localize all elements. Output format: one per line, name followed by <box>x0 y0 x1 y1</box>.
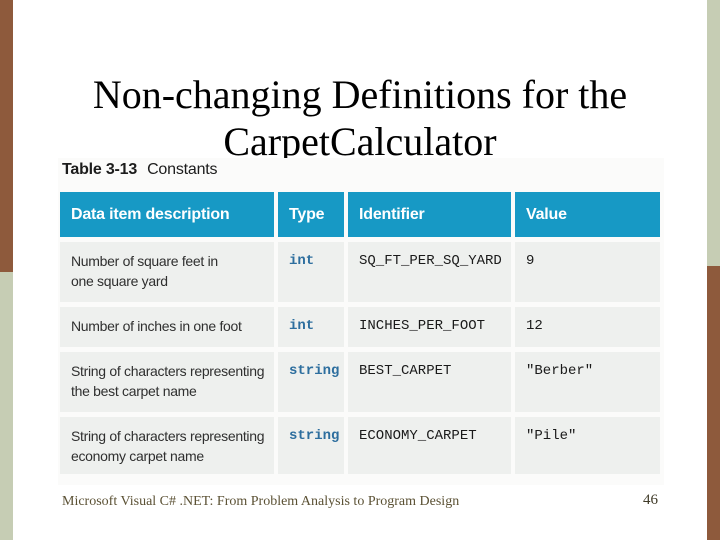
slide-title-line2: CarpetCalculator <box>223 118 497 164</box>
slide-title: Non-changing Definitions for the CarpetC… <box>13 71 707 165</box>
description-line: one square yard <box>71 273 168 289</box>
cell-value: "Pile" <box>515 417 660 474</box>
table-body: Number of square feet in one square yard i… <box>60 242 664 474</box>
cell-value: "Berber" <box>515 352 660 412</box>
right-accent-bar <box>707 0 720 540</box>
cell-type: string <box>278 352 344 412</box>
cell-identifier: SQ_FT_PER_SQ_YARD <box>348 242 511 302</box>
cell-description: Number of inches in one foot <box>60 307 274 347</box>
cell-value: 12 <box>515 307 660 347</box>
right-bar-bottom-segment <box>707 266 720 540</box>
description-line: the best carpet name <box>71 383 197 399</box>
left-accent-bar <box>0 0 13 540</box>
column-header-identifier: Identifier <box>348 192 511 237</box>
cell-type: string <box>278 417 344 474</box>
left-bar-bottom-segment <box>0 272 13 540</box>
cell-identifier: INCHES_PER_FOOT <box>348 307 511 347</box>
column-header-type: Type <box>278 192 344 237</box>
column-header-description: Data item description <box>60 192 274 237</box>
cell-description: String of characters representing the bes… <box>60 352 274 412</box>
page-number: 46 <box>643 492 658 508</box>
cell-type: int <box>278 242 344 302</box>
cell-value: 9 <box>515 242 660 302</box>
cell-identifier: ECONOMY_CARPET <box>348 417 511 474</box>
constants-table-figure: Table 3-13 Constants Data item descriptio… <box>58 158 664 485</box>
cell-type: int <box>278 307 344 347</box>
table-row: Number of inches in one foot int INCHES_PE… <box>60 307 664 347</box>
table-caption-text: Constants <box>147 161 218 178</box>
description-line: Number of inches in one foot <box>71 318 242 334</box>
description-line: Number of square feet in <box>71 253 218 269</box>
table-caption-label: Table 3-13 <box>62 161 138 178</box>
table-row: String of characters representing economy… <box>60 417 664 474</box>
cell-identifier: BEST_CARPET <box>348 352 511 412</box>
cell-description: Number of square feet in one square yard <box>60 242 274 302</box>
left-bar-top-segment <box>0 0 13 272</box>
right-bar-top-segment <box>707 0 720 266</box>
footer-citation: Microsoft Visual C# .NET: From Problem A… <box>62 494 460 509</box>
slide-title-line1: Non-changing Definitions for the <box>92 71 628 117</box>
description-line: economy carpet name <box>71 448 204 464</box>
table-row: Number of square feet in one square yard i… <box>60 242 664 302</box>
table-caption: Table 3-13 Constants <box>62 161 664 179</box>
cell-description: String of characters representing economy… <box>60 417 274 474</box>
column-header-value: Value <box>515 192 660 237</box>
description-line: String of characters representing <box>71 428 265 444</box>
table-row: String of characters representing the bes… <box>60 352 664 412</box>
table-header-row: Data item description Type Identifier Va… <box>60 192 664 237</box>
description-line: String of characters representing <box>71 363 265 379</box>
